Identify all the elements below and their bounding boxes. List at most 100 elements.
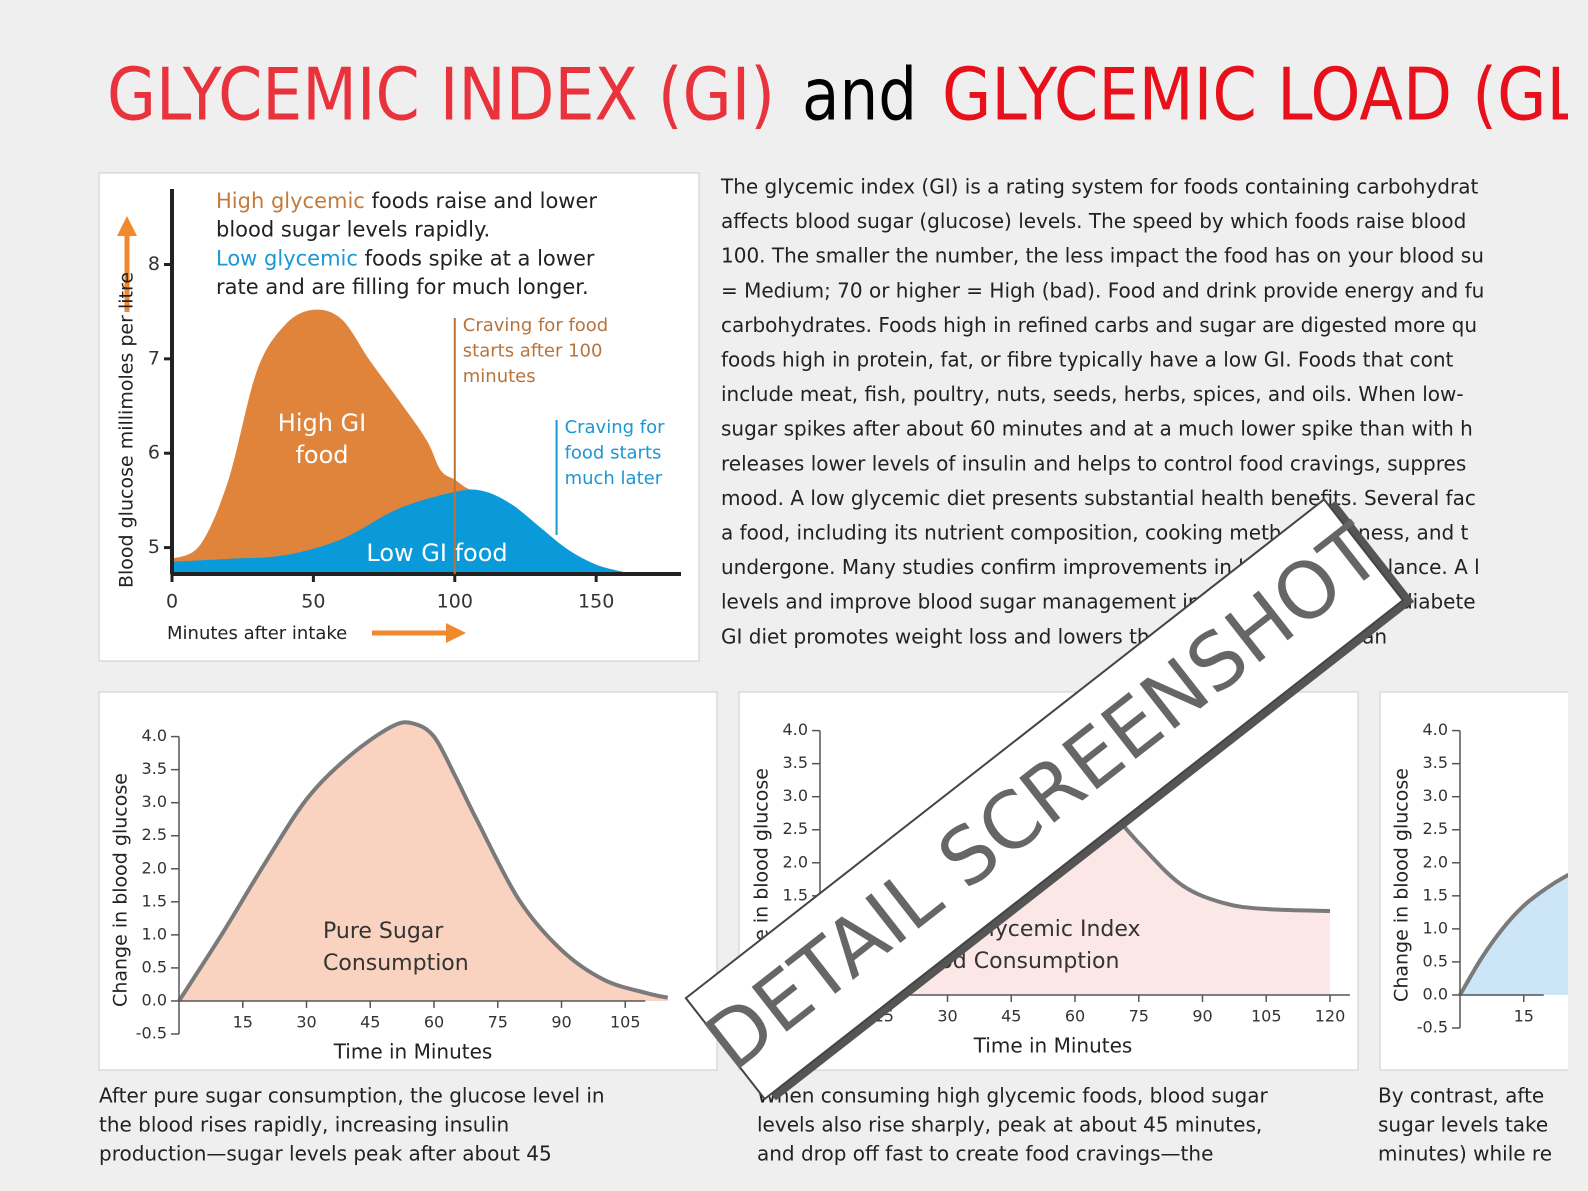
- caption-line: levels also rise sharply, peak at about …: [757, 1113, 1262, 1137]
- y-tick-label: 0.0: [1423, 984, 1448, 1003]
- curve: [177, 720, 669, 1003]
- y-tick-label: 5: [148, 536, 160, 558]
- area: [179, 722, 668, 1001]
- paragraph-line: carbohydrates. Foods high in refined car…: [721, 313, 1477, 337]
- y-tick-label: 2.5: [142, 825, 167, 844]
- annotation-text: much later: [565, 468, 663, 489]
- x-axis-label: Minutes after intake: [167, 623, 347, 644]
- y-tick-label: 0.5: [142, 957, 167, 976]
- y-tick-label: 7: [148, 347, 160, 369]
- y-tick-label: 0.5: [1423, 951, 1448, 970]
- paragraph-line: include meat, fish, poultry, nuts, seeds…: [721, 382, 1464, 406]
- paragraph-line: affects blood sugar (glucose) levels. Th…: [721, 209, 1466, 233]
- y-tick-label: 4.0: [783, 720, 808, 739]
- intro-segment: foods spike at a lower: [358, 246, 595, 270]
- y-tick-label: 3.5: [142, 759, 167, 778]
- title-part: GLYCEMIC INDEX (GI): [107, 53, 775, 137]
- y-tick-label: 3.5: [783, 753, 808, 772]
- x-tick-label: 75: [488, 1012, 508, 1031]
- x-tick-label: 30: [937, 1006, 957, 1025]
- intro-line: rate and are filling for much longer.: [216, 275, 589, 299]
- paragraph-line: = Medium; 70 or higher = High (bad). Foo…: [721, 278, 1484, 302]
- y-tick-label: 1.0: [1423, 918, 1448, 937]
- x-tick-label: 90: [551, 1012, 571, 1031]
- caption-line: When consuming high glycemic foods, bloo…: [757, 1084, 1268, 1108]
- caption-line: the blood rises rapidly, increasing insu…: [99, 1113, 509, 1137]
- y-tick-label: 0.0: [142, 990, 167, 1009]
- y-tick-label: -0.5: [1417, 1018, 1448, 1037]
- intro-segment: foods raise and lower: [365, 189, 598, 213]
- y-tick-label: 1.5: [1423, 885, 1448, 904]
- x-tick-label: 15: [233, 1012, 253, 1031]
- intro-segment: Low glycemic: [216, 246, 358, 270]
- annotation-text: Craving for food: [463, 315, 608, 336]
- intro-line: High glycemic foods raise and lower: [216, 189, 597, 213]
- intro-line: blood sugar levels rapidly.: [216, 218, 490, 242]
- y-tick-label: 2.0: [783, 852, 808, 871]
- x-tick-label: 100: [437, 591, 473, 613]
- x-tick-label: 50: [301, 591, 325, 613]
- paragraph-line: The glycemic index (GI) is a rating syst…: [720, 175, 1478, 199]
- area: [1460, 875, 1568, 995]
- caption-line: production—sugar levels peak after about…: [99, 1142, 552, 1166]
- y-tick-label: 2.5: [783, 819, 808, 838]
- caption-line: minutes) while re: [1378, 1142, 1552, 1166]
- annotation-text: minutes: [463, 366, 536, 387]
- x-tick-label: 0: [166, 591, 178, 613]
- content: GLYCEMIC INDEX (GI) and GLYCEMIC LOAD (G…: [98, 53, 1582, 1166]
- x-tick-label: 90: [1192, 1006, 1212, 1025]
- y-tick-label: 8: [148, 253, 160, 275]
- annotation-text: Craving for: [565, 417, 666, 438]
- y-tick-label: -0.5: [136, 1024, 167, 1043]
- caption-line: sugar levels take: [1378, 1113, 1548, 1137]
- y-tick-label: 4.0: [1423, 720, 1448, 739]
- paragraph-line: 100. The smaller the number, the less im…: [721, 244, 1484, 268]
- x-tick-label: 60: [424, 1012, 444, 1031]
- y-tick-label: 2.0: [142, 858, 167, 877]
- title-part: and: [802, 53, 917, 137]
- y-axis-label: Change in blood glucose: [110, 773, 132, 1007]
- y-axis-label: Change in blood glucose: [1391, 768, 1413, 1002]
- curve: [1458, 872, 1568, 996]
- paragraph-line: foods high in protein, fat, or fibre typ…: [721, 348, 1454, 372]
- x-tick-label: 120: [1315, 1006, 1346, 1025]
- area-label: High GI: [278, 409, 366, 437]
- panel: [1379, 691, 1568, 1071]
- intro-line: Low glycemic foods spike at a lower: [216, 246, 595, 270]
- y-tick-label: 1.0: [142, 924, 167, 943]
- x-tick-label: 15: [1514, 1006, 1534, 1025]
- intro-segment: rate and are filling for much longer.: [216, 275, 589, 299]
- x-tick-label: 105: [610, 1012, 641, 1031]
- area-label: food: [295, 441, 348, 469]
- y-tick-label: 1.5: [142, 891, 167, 910]
- area: [172, 489, 625, 574]
- intro-segment: blood sugar levels rapidly.: [216, 218, 490, 242]
- annotation-text: food starts: [565, 443, 662, 464]
- caption-line: After pure sugar consumption, the glucos…: [99, 1084, 605, 1108]
- y-tick-label: 3.0: [783, 786, 808, 805]
- area-label: Low GI food: [366, 539, 507, 567]
- y-tick-label: 3.0: [1423, 786, 1448, 805]
- caption-line: By contrast, afte: [1378, 1084, 1544, 1108]
- x-tick-label: 60: [1065, 1006, 1085, 1025]
- x-tick-label: 30: [296, 1012, 316, 1031]
- y-tick-label: 3.5: [1423, 753, 1448, 772]
- y-tick-label: 4.0: [142, 726, 167, 745]
- y-tick-label: 1.5: [783, 885, 808, 904]
- intro-segment: High glycemic: [216, 189, 365, 213]
- y-axis-label: Blood glucose millimoles per litre: [116, 272, 138, 588]
- x-tick-label: 105: [1251, 1006, 1282, 1025]
- x-tick-label: 45: [1001, 1006, 1021, 1025]
- annotation-text: starts after 100: [463, 341, 603, 362]
- x-tick-label: 150: [578, 591, 614, 613]
- title-part: GLYCEMIC LOAD (GL: [942, 53, 1582, 137]
- y-tick-label: 6: [148, 442, 160, 464]
- x-tick-label: 75: [1129, 1006, 1149, 1025]
- area-label: Consumption: [323, 951, 469, 976]
- area-label: Pure Sugar: [323, 919, 444, 944]
- caption-line: and drop off fast to create food craving…: [757, 1142, 1213, 1166]
- paragraph-line: releases lower levels of insulin and hel…: [721, 451, 1466, 475]
- x-axis-label: Time in Minutes: [333, 1040, 493, 1064]
